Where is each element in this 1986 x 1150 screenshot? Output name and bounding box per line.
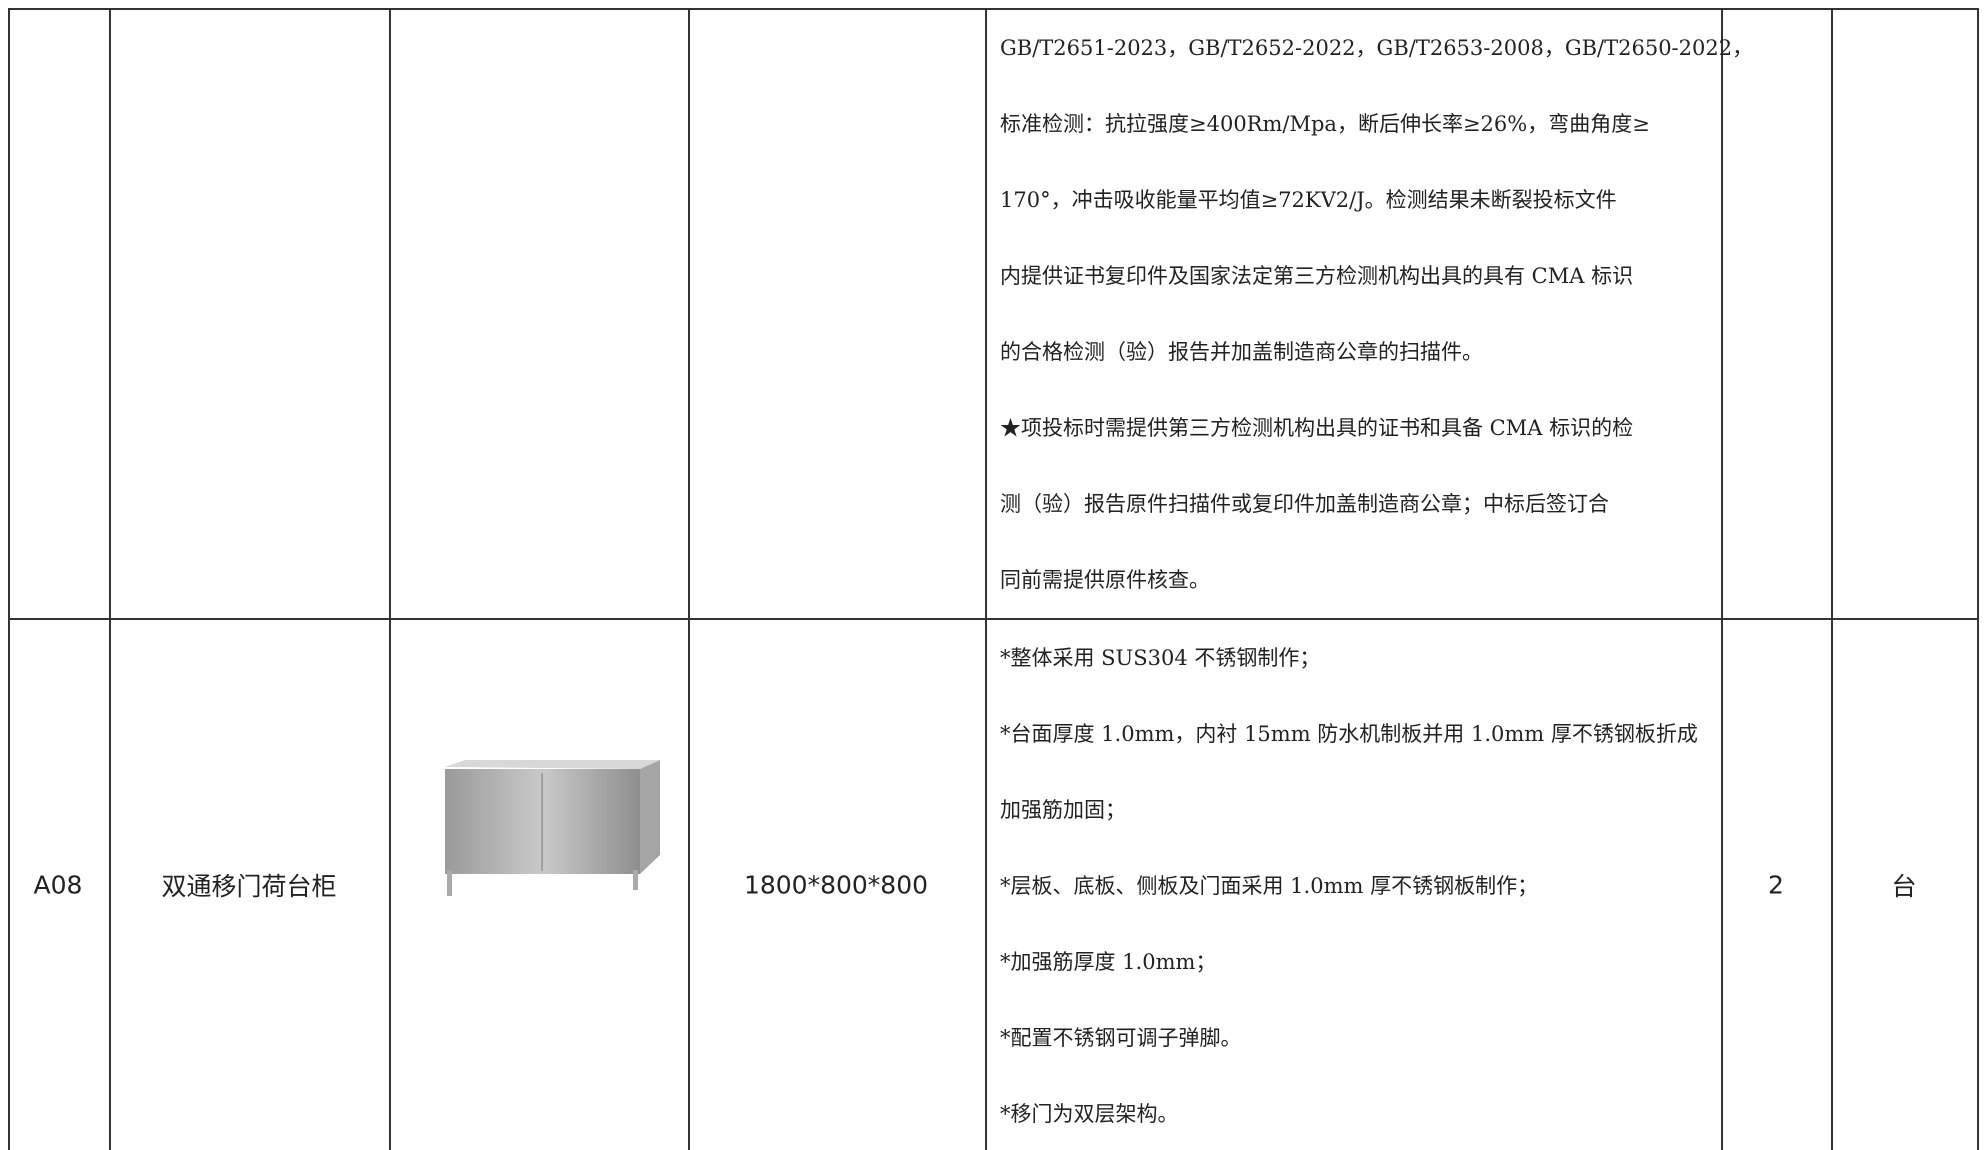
column-border bbox=[1977, 8, 1979, 1150]
product-image bbox=[445, 760, 660, 896]
spec-line: 的合格检测（验）报告并加盖制造商公章的扫描件。 bbox=[1000, 340, 1483, 364]
column-border bbox=[1721, 8, 1723, 1150]
spec-line: 同前需提供原件核查。 bbox=[1000, 568, 1210, 592]
spec-line: *整体采用 SUS304 不锈钢制作； bbox=[1000, 646, 1321, 670]
column-border bbox=[8, 8, 10, 1150]
column-border bbox=[985, 8, 987, 1150]
row-border bbox=[8, 618, 1978, 620]
spec-line: 内提供证书复印件及国家法定第三方检测机构出具的具有 CMA 标识 bbox=[1000, 264, 1634, 288]
column-border bbox=[688, 8, 690, 1150]
spec-line: 测（验）报告原件扫描件或复印件加盖制造商公章；中标后签订合 bbox=[1000, 492, 1609, 516]
spec-line: 加强筋加固； bbox=[1000, 798, 1126, 822]
item-code: A08 bbox=[33, 870, 83, 900]
column-border bbox=[1831, 8, 1833, 1150]
column-border bbox=[389, 8, 391, 1150]
spec-line: *移门为双层架构。 bbox=[1000, 1102, 1179, 1126]
spec-line: 170°，冲击吸收能量平均值≥72KV2/J。检测结果未断裂投标文件 bbox=[1000, 188, 1617, 212]
item-unit: 台 bbox=[1891, 872, 1917, 901]
spec-line: *配置不锈钢可调子弹脚。 bbox=[1000, 1026, 1242, 1050]
spec-line: *加强筋厚度 1.0mm； bbox=[1000, 950, 1217, 974]
spec-line: ★项投标时需提供第三方检测机构出具的证书和具备 CMA 标识的检 bbox=[1000, 416, 1634, 440]
item-size: 1800*800*800 bbox=[743, 870, 929, 900]
item-name: 双通移门荷台柜 bbox=[161, 872, 337, 901]
spec-line: GB/T2651-2023，GB/T2652-2022，GB/T2653-200… bbox=[1000, 36, 1754, 60]
table-border bbox=[8, 8, 1978, 10]
spec-line: 标准检测：抗拉强度≥400Rm/Mpa，断后伸长率≥26%，弯曲角度≥ bbox=[1000, 112, 1650, 136]
spec-line: *层板、底板、侧板及门面采用 1.0mm 厚不锈钢板制作； bbox=[1000, 874, 1539, 898]
spec-line: *台面厚度 1.0mm，内衬 15mm 防水机制板并用 1.0mm 厚不锈钢板折… bbox=[1000, 722, 1698, 746]
column-border bbox=[109, 8, 111, 1150]
item-qty: 2 bbox=[1768, 870, 1784, 900]
